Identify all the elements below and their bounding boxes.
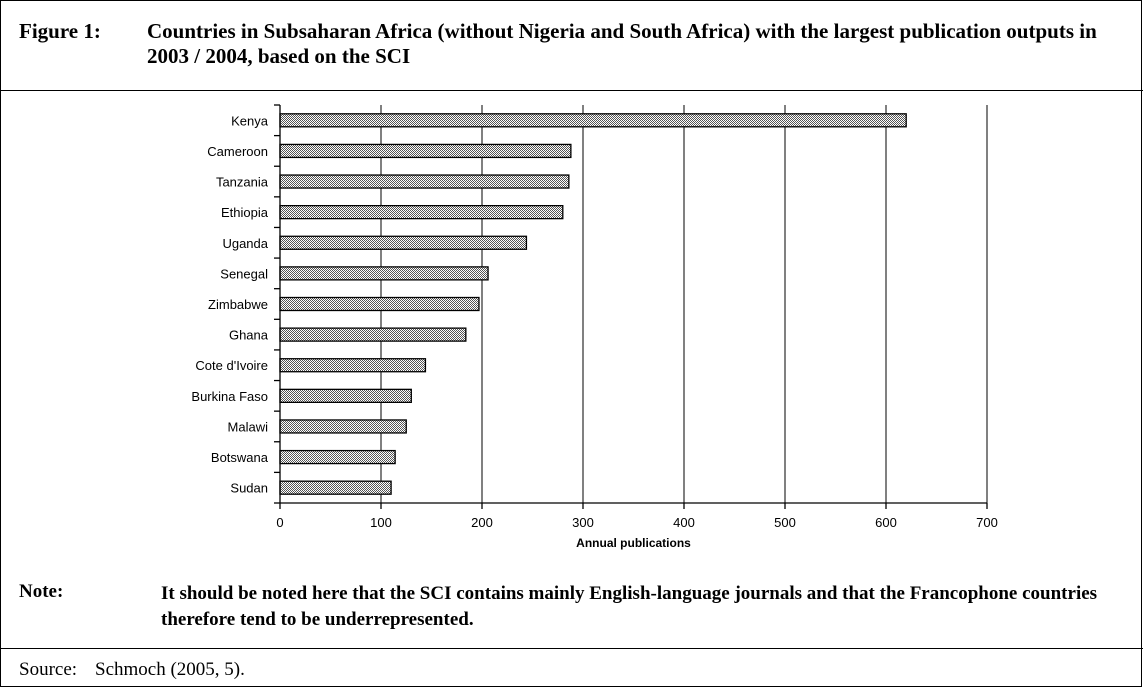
bars — [279, 113, 907, 495]
category-label: Sudan — [230, 481, 268, 496]
category-label: Malawi — [228, 419, 269, 434]
source-label: Source: — [19, 659, 78, 680]
bar — [279, 205, 564, 220]
x-tick-label: 200 — [471, 515, 493, 530]
bar — [279, 174, 570, 189]
category-label: Senegal — [220, 266, 268, 281]
figure-title: Countries in Subsaharan Africa (without … — [147, 19, 1097, 68]
x-tick-label: 700 — [976, 515, 998, 530]
bar — [279, 113, 907, 128]
x-tick-label: 500 — [774, 515, 796, 530]
x-axis-title: Annual publications — [576, 536, 691, 550]
category-label: Botswana — [211, 450, 269, 465]
bar — [279, 143, 572, 159]
category-label: Ethiopia — [221, 205, 269, 220]
grid-lines — [380, 105, 988, 503]
category-label: Tanzania — [216, 175, 269, 190]
bar — [279, 449, 396, 465]
note-label: Note: — [19, 581, 64, 602]
category-label: Ghana — [229, 328, 269, 343]
category-label: Zimbabwe — [208, 297, 268, 312]
x-tick-label: 300 — [572, 515, 594, 530]
x-tick-label: 0 — [276, 515, 283, 530]
bar — [279, 480, 392, 495]
x-tick-label: 400 — [673, 515, 695, 530]
figure-label: Figure 1: — [19, 19, 101, 43]
bar — [279, 419, 407, 434]
bar — [279, 296, 480, 312]
category-label: Cameroon — [207, 144, 268, 159]
category-label: Burkina Faso — [191, 389, 268, 404]
category-label: Cote d'Ivoire — [195, 358, 268, 373]
bar — [279, 327, 467, 342]
bar-chart: Kenya Cameroon Tanzania Ethiopia Uganda Seneg… — [191, 104, 998, 550]
axes: Kenya Cameroon Tanzania Ethiopia Uganda Seneg… — [191, 104, 998, 530]
bar — [279, 388, 412, 403]
x-tick-label: 600 — [875, 515, 897, 530]
x-tick-label: 100 — [370, 515, 392, 530]
source-row: Source: Schmoch (2005, 5). — [1, 648, 1143, 689]
bar — [279, 235, 528, 250]
figure-header: Figure 1: Countries in Subsaharan Africa… — [1, 1, 1143, 91]
note-text: It should be noted here that the SCI con… — [161, 583, 1098, 630]
category-label: Kenya — [231, 113, 269, 128]
source-text: Schmoch (2005, 5). — [95, 659, 245, 680]
bar — [279, 266, 489, 281]
category-label: Uganda — [222, 236, 268, 251]
bar — [279, 358, 427, 373]
